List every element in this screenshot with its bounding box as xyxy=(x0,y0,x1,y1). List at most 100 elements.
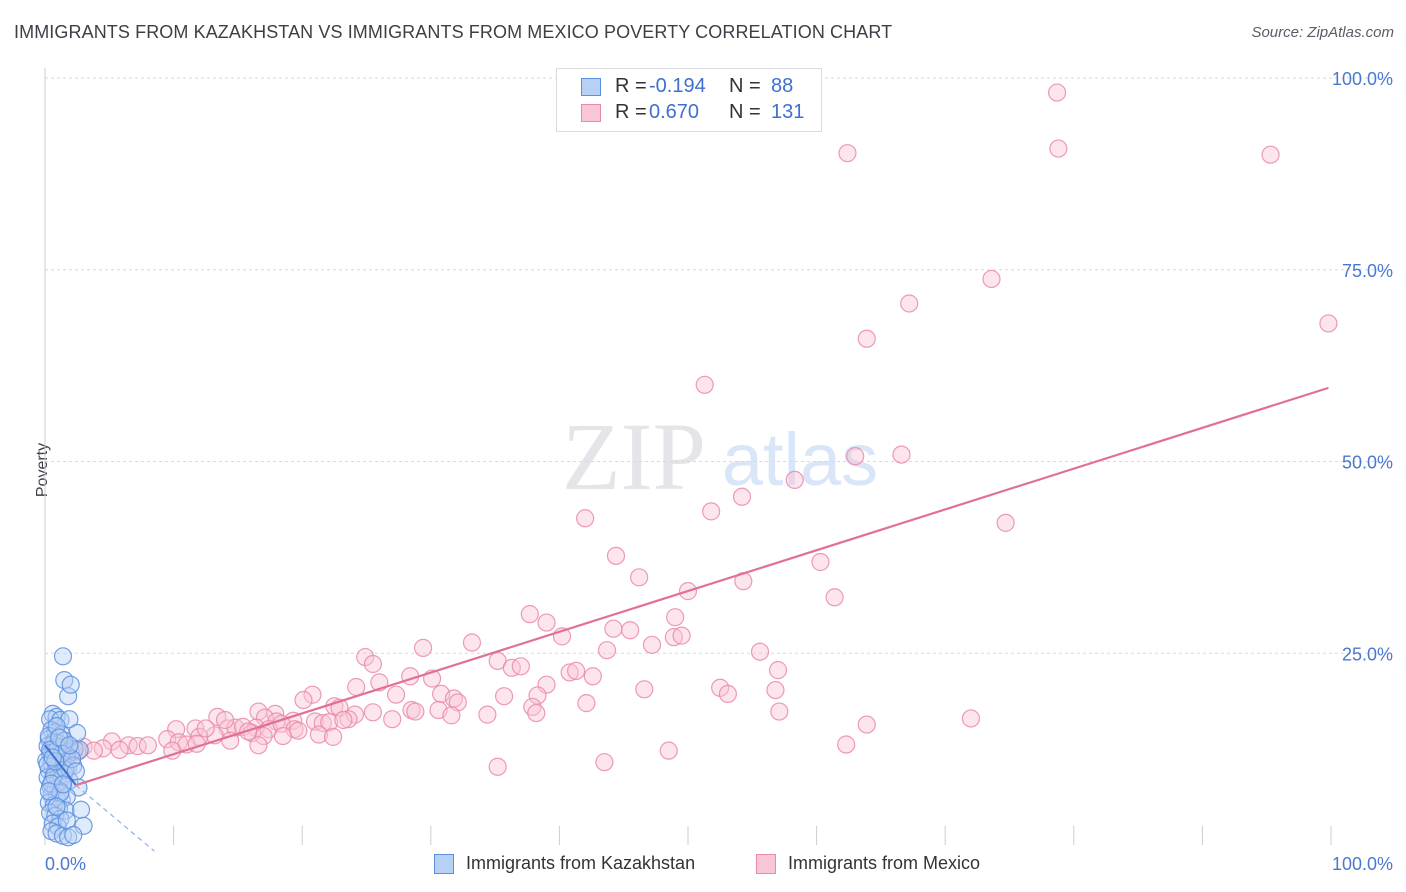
mexico-point xyxy=(502,658,521,677)
mexico-point xyxy=(702,502,721,521)
mexico-point xyxy=(462,633,482,652)
mexico-point xyxy=(488,757,507,776)
mexico-point xyxy=(583,667,602,686)
mexico-point xyxy=(766,680,785,700)
mexico-point xyxy=(577,694,596,713)
mexico-point xyxy=(666,608,685,627)
mexico-point xyxy=(606,546,626,565)
y-tick-label: 75.0% xyxy=(1342,261,1393,281)
mexico-point xyxy=(323,727,343,746)
mexico-point xyxy=(718,684,737,704)
mexico-point xyxy=(750,642,770,661)
mexico-point xyxy=(273,726,293,746)
mexico-point xyxy=(825,588,844,607)
mexico-point xyxy=(345,705,365,724)
x-tick-label: 0.0% xyxy=(45,854,86,874)
mexico-point xyxy=(595,753,614,772)
mexico-point xyxy=(356,647,375,667)
mexico-point xyxy=(900,294,919,313)
mexico-point xyxy=(196,719,215,738)
kazakhstan-point xyxy=(53,775,73,794)
mexico-point xyxy=(811,552,830,572)
mexico-point xyxy=(495,687,514,706)
kazakhstan-point xyxy=(64,825,83,845)
mexico-point xyxy=(560,663,579,682)
kazakhstan-point xyxy=(66,762,85,781)
mexico-point xyxy=(303,685,322,704)
mexico-point xyxy=(1049,139,1068,158)
grid-lines xyxy=(45,77,1393,654)
stats-box: R = -0.194 N = 88 R = 0.670 N = 131 xyxy=(556,68,822,132)
mexico-point xyxy=(768,661,788,680)
mexico-point xyxy=(537,613,556,632)
watermark: ZIP atlas xyxy=(562,403,878,510)
chart-source: Source: ZipAtlas.com xyxy=(1251,24,1394,41)
mexico-point xyxy=(249,736,268,755)
mexico-point xyxy=(567,661,586,680)
mexico-point xyxy=(528,686,547,705)
mexico-point xyxy=(770,702,789,721)
mexico-point xyxy=(386,685,406,704)
mexico-point xyxy=(892,445,911,464)
chart-title: IMMIGRANTS FROM KAZAKHSTAN VS IMMIGRANTS… xyxy=(14,22,893,42)
mexico-point xyxy=(313,713,332,733)
axes xyxy=(44,68,1332,845)
x-tick-label: 100.0% xyxy=(1332,854,1393,874)
mexico-point xyxy=(527,703,546,723)
mexico-point xyxy=(1319,314,1338,333)
mexico-point xyxy=(309,725,329,744)
kazakhstan-point xyxy=(47,717,66,736)
mexico-point xyxy=(846,447,865,466)
mexico-point xyxy=(1047,83,1067,102)
mexico-point xyxy=(442,706,461,725)
kazakhstan-point xyxy=(74,816,93,835)
mexico-point xyxy=(478,705,497,724)
mexico-point xyxy=(604,619,623,638)
mexico-point xyxy=(363,703,383,722)
series-kazakhstan xyxy=(37,647,93,847)
trendline-mexico xyxy=(75,386,1329,787)
n-label: N = xyxy=(729,75,761,97)
mexico-point xyxy=(158,730,177,749)
mexico-point xyxy=(363,654,383,674)
trendline-kazakhstan xyxy=(44,744,77,786)
mexico-point xyxy=(785,470,804,490)
kazakhstan-point xyxy=(53,647,73,666)
mexico-point xyxy=(320,713,339,732)
kazakhstan-point xyxy=(43,814,62,833)
legend-swatch-mexico xyxy=(756,854,776,874)
mexico-point xyxy=(1261,145,1280,164)
mexico-point xyxy=(961,709,981,728)
mexico-point xyxy=(289,721,308,740)
mexico-point xyxy=(732,487,752,506)
mexico-point xyxy=(642,635,662,654)
mexico-point xyxy=(695,375,714,394)
y-tick-label: 50.0% xyxy=(1342,453,1393,473)
mexico-point xyxy=(982,269,1001,289)
n-label: N = xyxy=(729,101,761,123)
trendline-kazakhstan-extension xyxy=(75,784,155,852)
mexico-point xyxy=(383,710,402,729)
kazakhstan-swatch xyxy=(581,78,601,96)
mexico-point xyxy=(294,690,313,710)
kazakhstan-point xyxy=(71,800,91,819)
mexico-point xyxy=(128,736,147,756)
kazakhstan-point xyxy=(47,797,66,816)
y-tick-label: 100.0% xyxy=(1332,69,1393,89)
r-label: R = xyxy=(615,75,647,97)
mexico-point xyxy=(630,568,649,587)
legend-label-kazakhstan: Immigrants from Kazakhstan xyxy=(466,853,696,873)
legend-label-mexico: Immigrants from Mexico xyxy=(788,853,981,873)
mexico-point xyxy=(838,144,857,163)
mexico-point xyxy=(576,509,595,528)
kazakhstan-point xyxy=(50,728,69,747)
series-mexico xyxy=(53,83,1338,776)
y-tick-label: 25.0% xyxy=(1342,644,1393,664)
mexico-point xyxy=(635,680,654,699)
mexico-point xyxy=(339,710,358,729)
n-value-mexico: 131 xyxy=(771,101,805,123)
n-value-kazakhstan: 88 xyxy=(771,75,794,97)
mexico-swatch xyxy=(581,104,601,122)
mexico-point xyxy=(996,513,1015,532)
tick-labels: 25.0% 50.0% 75.0% 100.0% 0.0% 100.0% xyxy=(45,69,1393,874)
